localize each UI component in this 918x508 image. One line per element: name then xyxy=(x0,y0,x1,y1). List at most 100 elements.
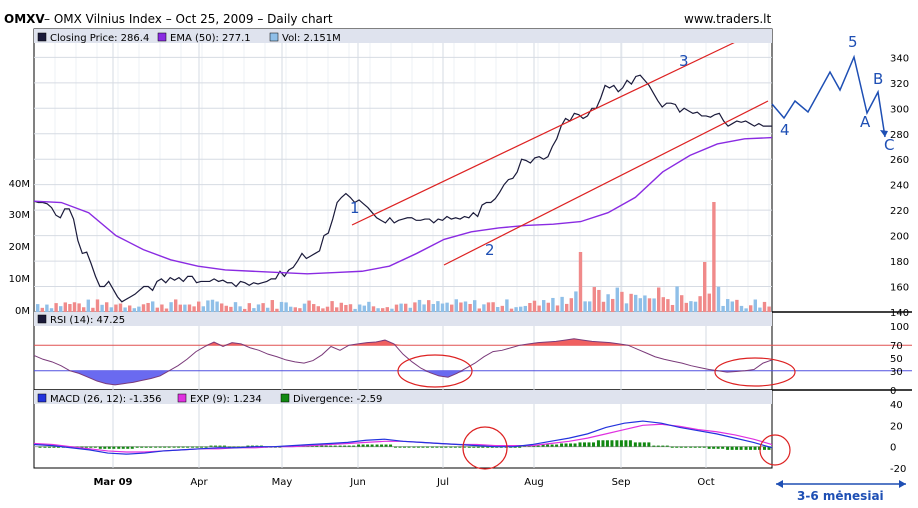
volume-bars xyxy=(36,202,771,312)
divergence-bar xyxy=(633,442,637,447)
volume-bar xyxy=(427,300,431,312)
volume-bar xyxy=(358,304,362,312)
divergence-bar xyxy=(652,445,656,447)
volume-bar xyxy=(174,299,178,312)
divergence-bar xyxy=(744,446,748,450)
divergence-bar xyxy=(200,446,204,448)
volume-bar xyxy=(450,304,454,312)
y-tick-label: 40M xyxy=(9,179,30,190)
divergence-bar xyxy=(223,445,226,447)
divergence-bar xyxy=(343,445,347,447)
volume-bar xyxy=(312,304,316,312)
volume-bar xyxy=(657,287,661,312)
divergence-bar xyxy=(624,440,628,447)
volume-bar xyxy=(335,307,339,312)
divergence-bar xyxy=(84,446,88,448)
divergence-bar xyxy=(107,446,111,449)
volume-bar xyxy=(59,306,63,312)
volume-bar xyxy=(330,301,334,312)
divergence-bar xyxy=(462,446,466,448)
forecast-path: 1 2 3 4 5 A B C xyxy=(350,33,894,259)
rsi-swatch xyxy=(37,314,47,324)
forecast-range: 3-6 mėnesiai xyxy=(776,480,906,503)
divergence-bar xyxy=(665,445,669,447)
volume-bar xyxy=(307,300,311,312)
wave-label: 2 xyxy=(485,241,495,259)
forecast-note: 3-6 mėnesiai xyxy=(797,489,884,503)
volume-bar xyxy=(353,308,357,312)
volume-bar xyxy=(482,304,486,312)
volume-bar xyxy=(463,301,468,312)
exp-swatch xyxy=(177,393,187,403)
ema-line xyxy=(33,136,773,275)
divergence-bar xyxy=(56,446,60,448)
divergence-bar xyxy=(726,446,730,450)
volume-bar xyxy=(40,307,44,312)
macd-circle-annotation xyxy=(462,426,508,470)
divergence-bar xyxy=(93,446,97,448)
volume-bar xyxy=(367,301,371,312)
volume-bar xyxy=(555,305,560,312)
volume-bar xyxy=(371,306,376,312)
divergence-bar xyxy=(347,445,351,447)
divergence-bar xyxy=(172,446,176,448)
volume-bar xyxy=(123,307,127,312)
divergence-bar xyxy=(361,444,365,447)
chart-title: – OMX Vilnius Index – Oct 25, 2009 – Dai… xyxy=(44,12,333,26)
divergence-bar xyxy=(661,445,665,447)
volume-bar xyxy=(399,303,403,312)
volume-bar xyxy=(505,299,509,312)
volume-bar xyxy=(192,306,196,312)
volume-bar xyxy=(109,307,113,312)
y-tick-label: 140 xyxy=(890,308,909,319)
volume-bar xyxy=(753,299,757,312)
volume-bar xyxy=(565,303,569,312)
volume-bar xyxy=(473,300,477,312)
rsi-overbought-fill xyxy=(34,338,772,346)
divergence-bar xyxy=(619,440,623,447)
volume-bar xyxy=(275,308,279,312)
divergence-bar xyxy=(573,443,577,447)
volume-bar xyxy=(137,306,141,312)
volume-bar xyxy=(560,296,564,312)
divergence-bar xyxy=(324,445,328,447)
volume-bar xyxy=(91,307,95,312)
volume-bar xyxy=(164,308,169,312)
divergence-bar xyxy=(154,446,158,448)
divergence-bar xyxy=(698,446,702,448)
volume-bar xyxy=(77,303,81,312)
divergence-bar xyxy=(38,446,42,448)
divergence-bar xyxy=(403,446,406,448)
divergence-bar xyxy=(546,444,550,447)
divergence-bar xyxy=(578,442,582,447)
divergence-bar xyxy=(329,445,333,447)
divergence-bar xyxy=(513,446,517,448)
ema-swatch xyxy=(157,32,167,42)
volume-bar xyxy=(160,304,164,312)
volume-bar xyxy=(528,303,532,312)
volume-bar xyxy=(302,303,307,312)
wave-label: B xyxy=(873,70,883,88)
volume-bar xyxy=(721,305,725,312)
volume-bar xyxy=(187,304,192,312)
divergence-bar xyxy=(135,446,139,448)
volume-bar xyxy=(45,304,49,312)
divergence-bar xyxy=(366,444,370,447)
divergence-bar xyxy=(679,446,683,448)
lower-trendline xyxy=(443,100,769,266)
divergence-bar xyxy=(610,440,614,447)
divergence-bar xyxy=(394,446,397,448)
volume-bar xyxy=(197,301,201,312)
divergence-bar xyxy=(541,444,545,447)
volume-bar xyxy=(726,299,730,312)
divergence-bar xyxy=(702,446,706,448)
divergence-bar xyxy=(144,446,148,448)
rsi-tick-label: 70 xyxy=(890,341,903,352)
divergence-bar xyxy=(352,445,356,447)
divergence-bar xyxy=(398,446,402,448)
forecast-arrowhead xyxy=(880,130,888,137)
volume-bar xyxy=(63,302,67,312)
wave-label: C xyxy=(884,136,894,154)
divergence-bar xyxy=(416,446,420,448)
volume-bar xyxy=(105,302,109,312)
